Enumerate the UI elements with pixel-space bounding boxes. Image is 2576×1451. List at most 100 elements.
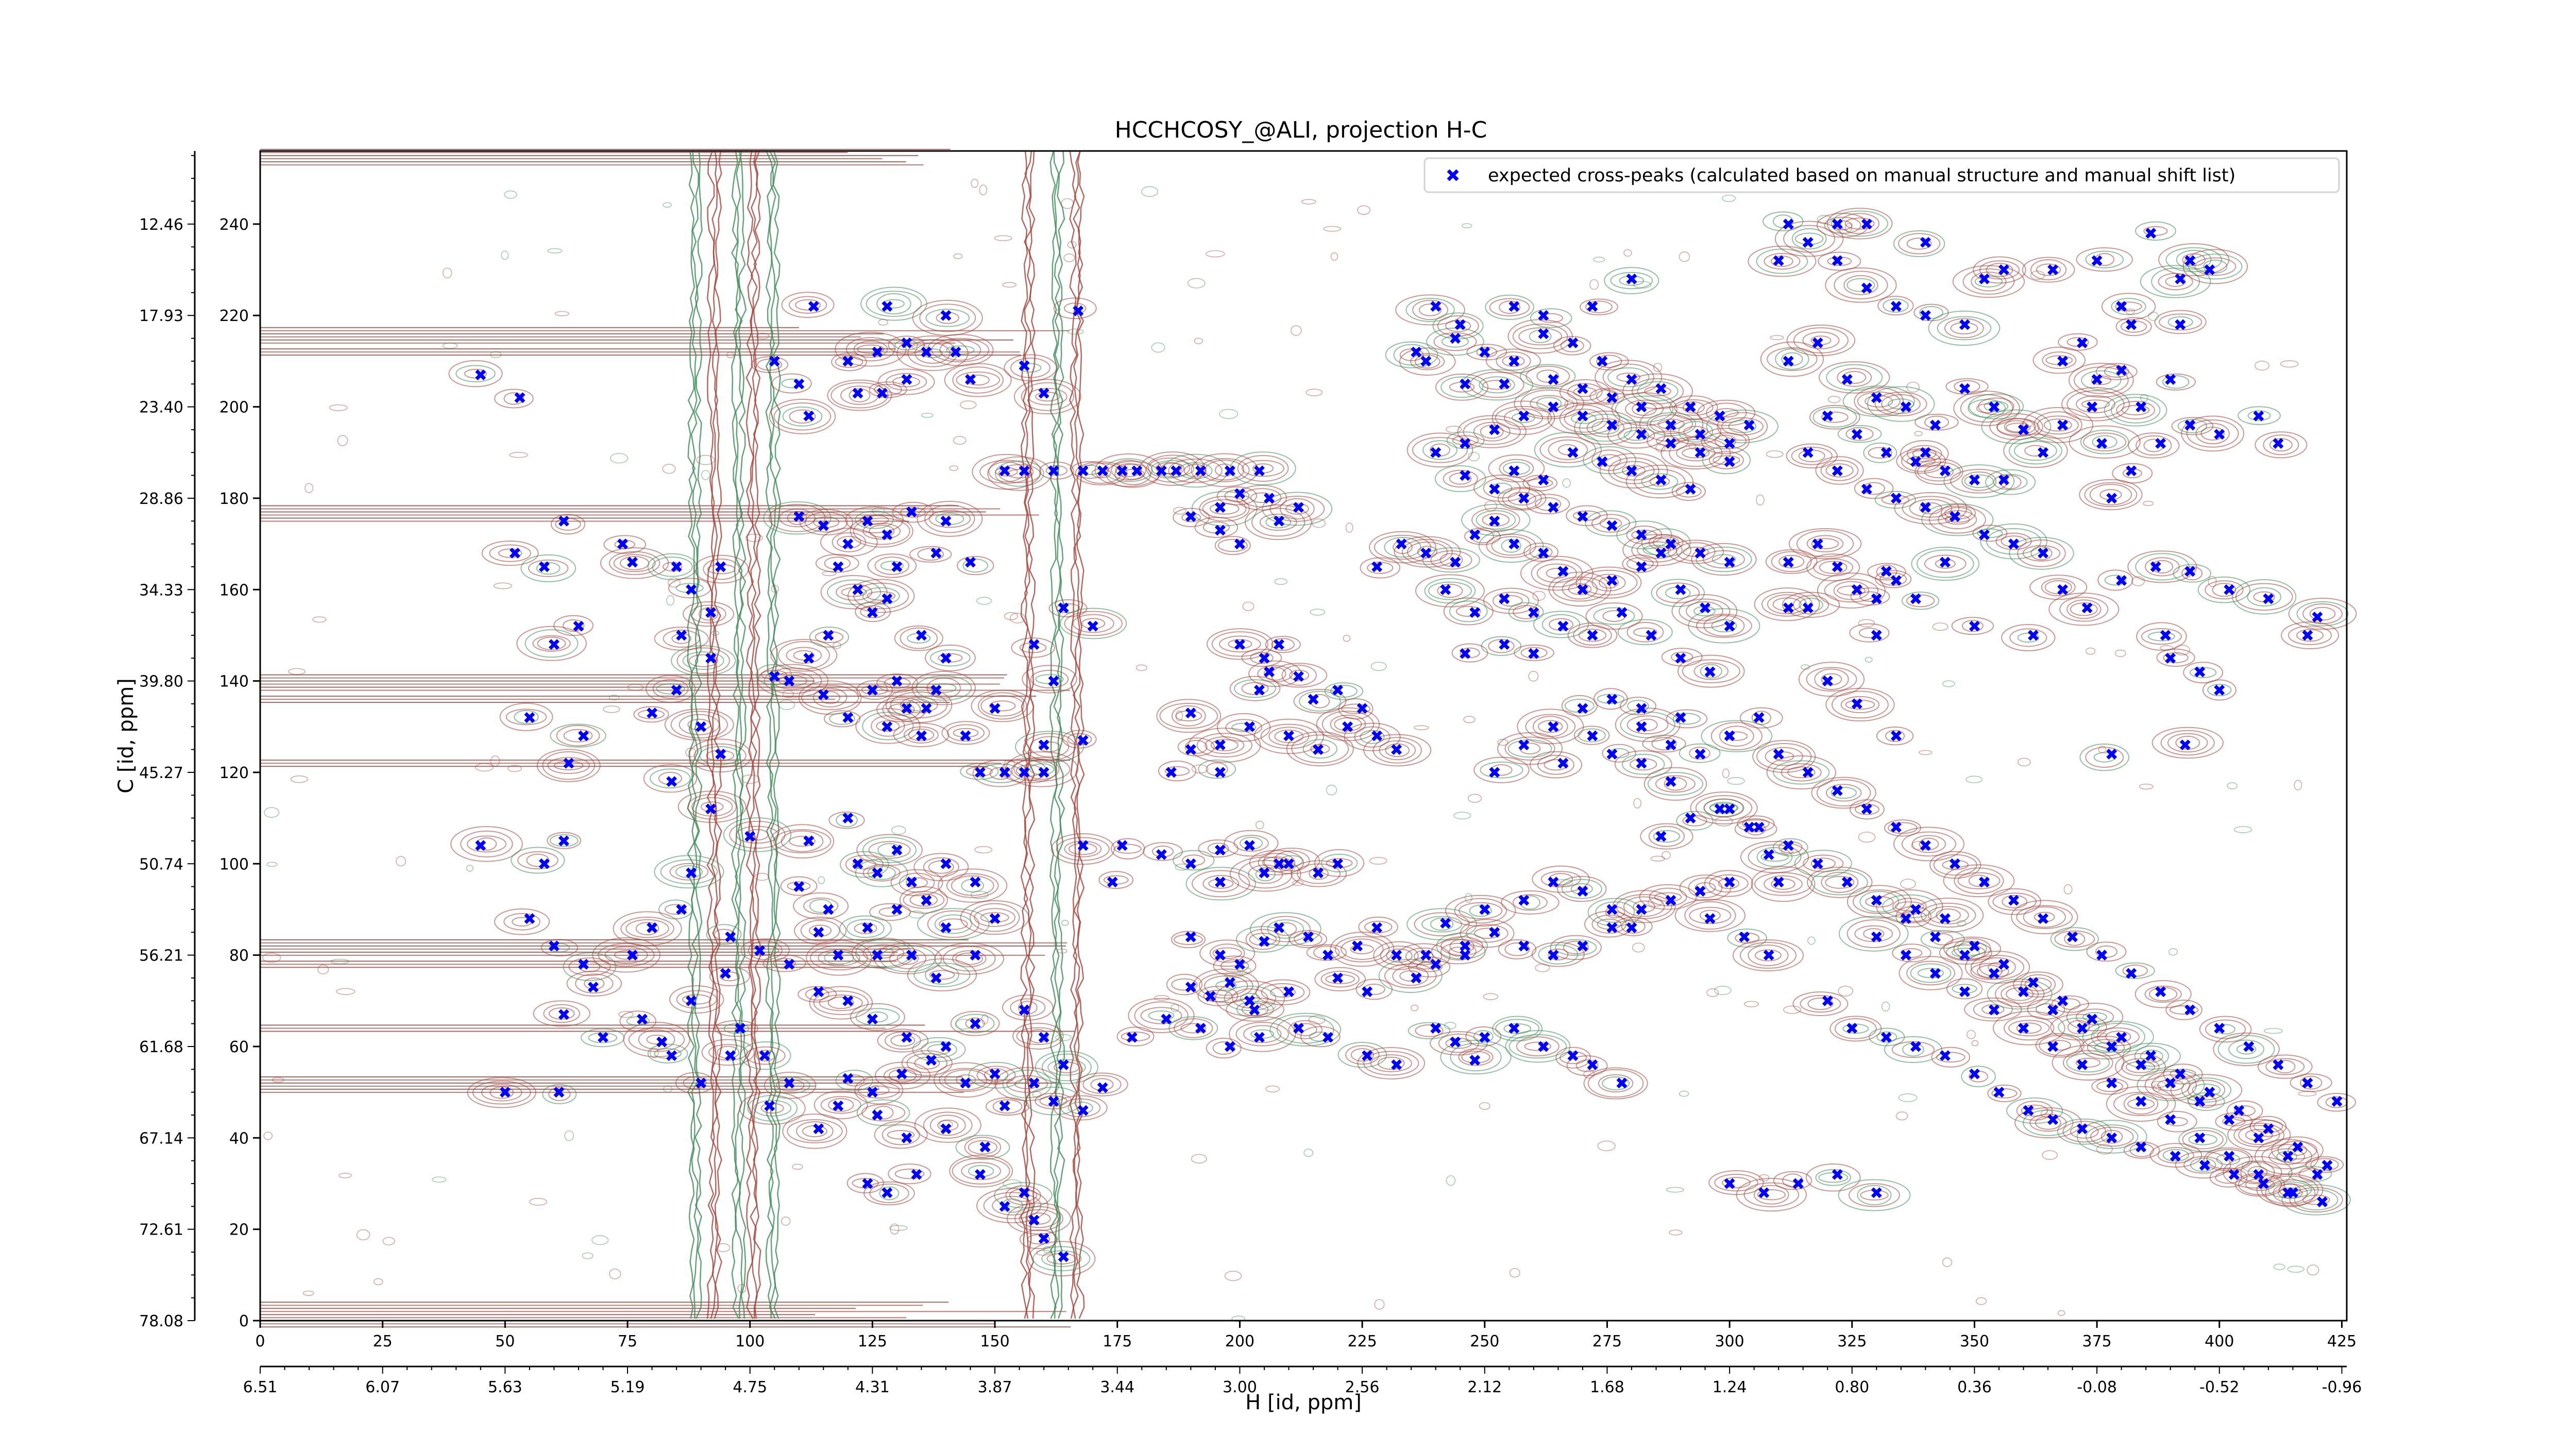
contour-noise (1310, 609, 1326, 616)
cross-peak-marker (1587, 301, 1598, 312)
marker-stroke (1969, 940, 1980, 952)
cross-peak-marker (930, 684, 942, 696)
marker-stroke (744, 831, 756, 842)
marker-stroke (1626, 273, 1637, 284)
cross-peak-marker (2233, 1105, 2245, 1116)
contour-ring (955, 1014, 995, 1034)
marker-stroke (2204, 1087, 2215, 1098)
contour-ring (1245, 929, 1280, 950)
contour-ring (1164, 766, 1190, 776)
marker-stroke (1636, 529, 1647, 541)
marker-stroke (2087, 1014, 2098, 1025)
contour-ring (1294, 932, 1323, 947)
marker-layer (475, 218, 2343, 1262)
contour-noise (2294, 780, 2302, 790)
marker-stroke (1655, 547, 1667, 559)
contour-ring (1022, 665, 1077, 694)
cross-peak-marker (769, 671, 780, 682)
contour-ring (927, 910, 979, 938)
marker-stroke (803, 835, 815, 847)
x-index-axis: 0 25 50 75 100 125 150 175 200 225 250 275 300 325 350… (255, 1321, 2357, 1351)
contour-ring (850, 1003, 905, 1031)
contour-ring (1458, 1048, 1494, 1066)
contour-ring (801, 685, 859, 711)
marker-stroke (1073, 305, 1084, 316)
contour-ring (2041, 578, 2076, 597)
marker-stroke (1371, 730, 1383, 741)
marker-stroke (1900, 950, 1911, 961)
contour-ring (1395, 294, 1465, 326)
contour-ring (1341, 938, 1384, 960)
y-index-tick-label: 140 (219, 673, 249, 691)
marker-stroke (1636, 429, 1647, 440)
contour-ring (1529, 751, 1583, 779)
contour-ring (494, 908, 550, 935)
cross-peak-marker (720, 968, 731, 979)
cross-peak-marker (1391, 744, 1402, 755)
cross-peak-marker (1234, 488, 1245, 499)
contour-ring (1626, 621, 1664, 643)
cross-peak-marker (1332, 684, 1343, 696)
marker-stroke (1411, 346, 1422, 358)
contour-ring (533, 1000, 590, 1027)
cross-peak-marker (2136, 1059, 2147, 1070)
marker-stroke (989, 703, 1001, 714)
cross-peak-marker (1890, 575, 1902, 586)
cross-peak-marker (1371, 922, 1383, 933)
marker-stroke (1548, 502, 1559, 513)
marker-stroke (2273, 1059, 2284, 1070)
cross-peak-marker (2126, 319, 2137, 330)
contour-ring (1973, 256, 2026, 284)
cross-peak-marker (1724, 1178, 1735, 1189)
contour-ring (1996, 418, 2036, 436)
contour-ring (1415, 574, 1485, 608)
contour-noise (2298, 1091, 2317, 1096)
cross-peak-marker (1469, 529, 1481, 541)
cross-peak-marker (2258, 1178, 2269, 1189)
marker-stroke (1234, 639, 1245, 650)
cross-peak-marker (1665, 739, 1676, 751)
contour-ring (1534, 432, 1602, 468)
marker-stroke (1949, 858, 1960, 869)
cross-peak-marker (2047, 1114, 2059, 1125)
contour-stripe (731, 150, 740, 1319)
contour-ring (706, 924, 742, 945)
y-index-tick-label: 40 (229, 1129, 249, 1148)
contour-noise (564, 1131, 574, 1141)
cross-peak-marker (1822, 676, 1833, 687)
cross-peak-marker (1548, 876, 1559, 888)
contour-ring (1580, 569, 1638, 596)
y-index-tick-label: 200 (219, 399, 249, 417)
cross-peak-marker (1694, 749, 1706, 760)
contour-ring (1374, 534, 1432, 560)
contour-ring (1514, 644, 1554, 661)
contour-ring (608, 551, 660, 576)
contour-ring (1385, 341, 1438, 368)
contour-ring (770, 824, 835, 859)
contour-ring (1250, 652, 1274, 664)
cross-peak-marker (1959, 986, 1970, 998)
contour-noise (909, 910, 924, 919)
y-ppm-tick-label: 12.46 (139, 216, 183, 234)
contour-ring (2059, 597, 2109, 622)
contour-ring (1180, 1023, 1207, 1034)
contour-ring (1650, 414, 1693, 434)
contour-ring (1573, 625, 1612, 646)
contour-ring (1682, 659, 1740, 683)
contour-stripe (714, 150, 722, 1319)
contour-ring (2310, 1158, 2339, 1171)
contour-ring (652, 556, 693, 577)
marker-stroke (1323, 1032, 1333, 1043)
cross-peak-marker (617, 538, 628, 550)
marker-stroke (1567, 1050, 1579, 1061)
contour-ring (1430, 550, 1472, 570)
cross-peak-marker (1802, 447, 1814, 458)
contour-ring (974, 908, 1015, 927)
contour-ring (869, 525, 895, 538)
cross-peak-marker (1577, 511, 1588, 522)
contour-ring (499, 702, 553, 731)
cross-peak-marker (686, 584, 697, 595)
contour-ring (2170, 1074, 2243, 1106)
contour-ring (1920, 902, 1976, 928)
